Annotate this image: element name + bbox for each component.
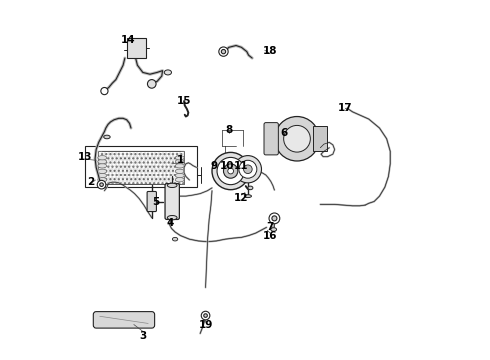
Circle shape [204,314,207,318]
Text: 11: 11 [234,161,248,171]
Ellipse shape [98,164,107,168]
Text: 14: 14 [121,35,136,45]
Circle shape [100,183,103,186]
Circle shape [239,160,257,178]
Text: 1: 1 [177,155,184,165]
Ellipse shape [98,159,107,164]
Ellipse shape [172,237,178,241]
Ellipse shape [175,169,184,174]
Circle shape [223,164,238,178]
Text: 5: 5 [152,197,159,207]
Ellipse shape [245,195,251,198]
Text: 2: 2 [87,177,95,187]
Bar [313,126,327,151]
Text: 6: 6 [281,129,288,138]
Text: 12: 12 [234,193,248,203]
Text: 8: 8 [225,125,232,135]
Text: 15: 15 [177,96,191,106]
Circle shape [217,157,245,185]
Ellipse shape [98,174,107,178]
FancyBboxPatch shape [165,184,179,220]
Circle shape [269,213,280,224]
Ellipse shape [98,156,107,160]
Ellipse shape [168,183,177,188]
Bar [126,39,147,58]
Text: 17: 17 [338,103,353,113]
Text: 13: 13 [78,152,93,162]
Text: 4: 4 [166,218,173,228]
Ellipse shape [98,177,107,182]
Text: 16: 16 [263,231,277,240]
Circle shape [284,125,310,152]
Circle shape [244,165,252,174]
Circle shape [221,49,225,54]
Text: 7: 7 [267,222,274,231]
Ellipse shape [175,159,184,164]
Text: 19: 19 [198,320,213,330]
Ellipse shape [248,186,253,190]
Ellipse shape [271,228,276,231]
Circle shape [272,216,277,221]
FancyBboxPatch shape [264,123,278,155]
Ellipse shape [98,169,107,174]
Circle shape [212,152,249,190]
Circle shape [201,311,210,320]
Ellipse shape [175,156,184,160]
Text: 18: 18 [263,46,277,56]
Bar [98,151,184,184]
Text: 10: 10 [220,161,234,171]
Ellipse shape [175,174,184,178]
Circle shape [147,80,156,88]
Circle shape [234,156,262,183]
FancyBboxPatch shape [147,192,156,212]
Text: 3: 3 [139,331,147,341]
Circle shape [228,168,234,174]
Circle shape [97,180,106,189]
FancyBboxPatch shape [93,312,155,328]
Ellipse shape [175,177,184,182]
Ellipse shape [175,164,184,168]
Ellipse shape [104,135,110,139]
Circle shape [101,87,108,95]
Text: 9: 9 [211,161,218,171]
Bar [85,146,196,187]
Ellipse shape [168,216,177,220]
Circle shape [219,47,228,56]
Circle shape [275,117,319,161]
Ellipse shape [164,70,171,75]
